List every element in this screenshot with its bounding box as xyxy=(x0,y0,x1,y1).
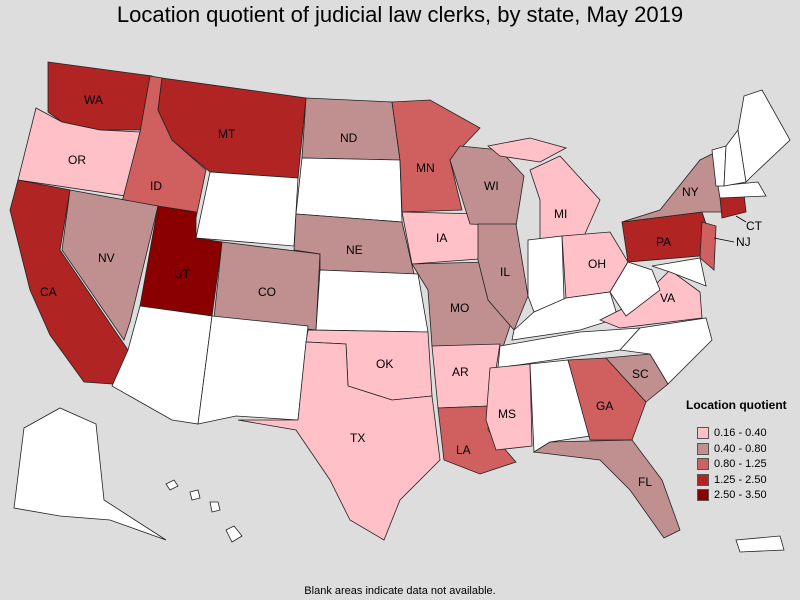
state-MN[interactable] xyxy=(391,99,481,213)
legend-item: 0.40 - 0.80 xyxy=(686,442,787,456)
state-label-AR: AR xyxy=(452,365,469,379)
state-label-FL: FL xyxy=(638,475,652,489)
state-NC[interactable] xyxy=(619,317,713,385)
state-label-MS: MS xyxy=(498,407,516,421)
state-NJ[interactable] xyxy=(699,221,717,271)
legend-swatch xyxy=(697,489,709,501)
state-label-MO: MO xyxy=(450,301,469,315)
state-KY[interactable] xyxy=(511,291,619,341)
nj-leader-line xyxy=(713,237,735,243)
state-label-NY: NY xyxy=(682,185,699,199)
state-FL[interactable] xyxy=(532,439,681,539)
legend: Location quotient 0.16 - 0.40 0.40 - 0.8… xyxy=(686,398,787,504)
state-label-NJ: NJ xyxy=(736,235,751,249)
state-HI[interactable] xyxy=(165,479,243,543)
legend-label: 1.25 - 2.50 xyxy=(714,473,767,486)
legend-swatch xyxy=(697,473,709,486)
state-label-ID: ID xyxy=(150,179,162,193)
state-NY[interactable] xyxy=(621,151,723,223)
state-label-OR: OR xyxy=(68,153,86,167)
state-AL[interactable] xyxy=(529,359,591,453)
legend-label: 0.80 - 1.25 xyxy=(714,458,767,470)
state-label-OK: OK xyxy=(376,357,393,371)
legend-title: Location quotient xyxy=(686,398,787,412)
legend-label: 0.40 - 0.80 xyxy=(714,442,767,455)
state-NM[interactable] xyxy=(197,315,309,425)
state-GA[interactable] xyxy=(567,357,647,441)
state-label-WI: WI xyxy=(484,179,499,193)
ct-leader-line xyxy=(735,215,747,223)
legend-swatch xyxy=(697,442,709,455)
state-NV[interactable] xyxy=(61,189,159,341)
map-title: Location quotient of judicial law clerks… xyxy=(116,2,684,27)
legend-item: 0.80 - 1.25 xyxy=(686,457,787,471)
state-WV[interactable] xyxy=(609,261,661,317)
state-label-WA: WA xyxy=(84,93,103,107)
puerto-rico xyxy=(735,535,785,553)
legend-label: 2.50 - 3.50 xyxy=(714,489,767,501)
legend-swatch xyxy=(697,458,709,470)
state-CA[interactable] xyxy=(9,179,129,386)
state-label-MT: MT xyxy=(218,127,236,141)
legend-label: 0.16 - 0.40 xyxy=(714,427,767,439)
state-label-PA: PA xyxy=(656,235,671,249)
footnote: Blank areas indicate data not available. xyxy=(304,585,496,597)
state-ND[interactable] xyxy=(301,97,401,161)
state-label-SC: SC xyxy=(632,367,649,381)
state-AK[interactable] xyxy=(13,407,167,541)
state-label-NE: NE xyxy=(346,243,363,257)
state-label-TX: TX xyxy=(350,431,365,445)
state-WY[interactable] xyxy=(195,171,299,247)
state-MS[interactable] xyxy=(485,363,533,451)
state-MD[interactable] xyxy=(651,257,707,287)
state-WI[interactable] xyxy=(449,145,525,227)
legend-swatch xyxy=(697,427,709,439)
state-label-ND: ND xyxy=(340,131,358,145)
state-ME[interactable] xyxy=(737,89,791,183)
state-label-CA: CA xyxy=(40,285,57,299)
state-MA[interactable] xyxy=(717,181,767,199)
legend-item: 2.50 - 3.50 xyxy=(686,488,787,502)
state-label-LA: LA xyxy=(456,443,471,457)
state-label-UT: UT xyxy=(174,267,191,281)
state-label-CT: CT xyxy=(746,219,763,233)
state-label-VA: VA xyxy=(660,291,675,305)
state-KS[interactable] xyxy=(315,269,429,333)
state-label-MI: MI xyxy=(554,207,567,221)
state-label-IL: IL xyxy=(500,265,510,279)
state-label-NV: NV xyxy=(98,251,115,265)
legend-item: 1.25 - 2.50 xyxy=(686,473,787,487)
state-label-OH: OH xyxy=(588,257,606,271)
state-label-IA: IA xyxy=(436,231,447,245)
state-label-CO: CO xyxy=(258,285,276,299)
state-label-GA: GA xyxy=(596,399,613,413)
state-SD[interactable] xyxy=(295,157,403,223)
legend-item: 0.16 - 0.40 xyxy=(686,426,787,440)
state-IN[interactable] xyxy=(527,235,565,313)
state-TX[interactable] xyxy=(237,341,441,541)
state-label-MN: MN xyxy=(416,161,435,175)
